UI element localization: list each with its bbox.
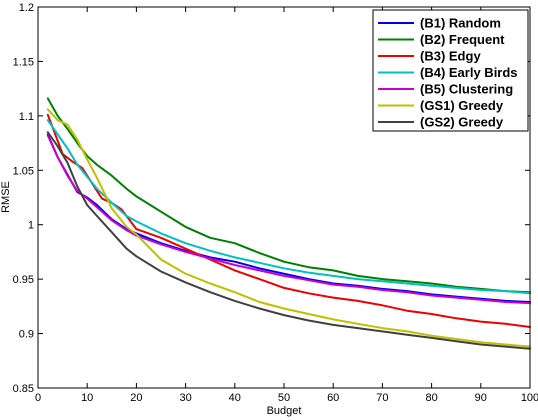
legend-items: (B1) Random(B2) Frequent (B3) Edgy(B4) Ea…: [378, 16, 518, 130]
legend-label-4: (B4) Early Birds: [420, 65, 518, 80]
series-line-6: [46, 108, 531, 348]
series-line-2: [46, 97, 531, 294]
x-tick-label: 90: [475, 392, 487, 404]
x-tick-label: 40: [229, 392, 241, 404]
x-tick-label: 50: [278, 392, 290, 404]
legend-label-6: (GS1) Greedy: [420, 98, 504, 113]
legend-box: [372, 9, 529, 132]
y-tick-label: 0.9: [19, 329, 34, 341]
x-tick-label: 80: [425, 392, 437, 404]
x-axis-title: Budget: [267, 405, 302, 417]
y-tick-label: 1.15: [13, 56, 34, 68]
y-tick-label: 0.95: [13, 274, 34, 286]
tick-layer: 0 10 20 30 40 50 60 70 80 90 100 0.85 0.9 0.95 1 1.05 1.…: [13, 2, 538, 404]
x-tick-label: 60: [327, 392, 339, 404]
y-tick-label: 1.1: [19, 111, 34, 123]
legend-label-2: (B2) Frequent: [420, 32, 505, 47]
legend-label-1: (B1) Random: [420, 16, 501, 31]
x-tick-label: 10: [81, 392, 93, 404]
x-tick-label: 20: [130, 392, 142, 404]
legend: (B1) Random(B2) Frequent (B3) Edgy(B4) Ea…: [372, 9, 529, 132]
y-axis-title: RMSE: [0, 181, 12, 213]
legend-label-7: (GS2) Greedy: [420, 115, 504, 130]
series-line-3: [46, 113, 531, 328]
legend-label-5: (B5) Clustering: [420, 82, 513, 97]
x-tick-label: 70: [376, 392, 388, 404]
y-tick-label: 0.85: [13, 383, 34, 395]
y-tick-label: 1: [28, 220, 34, 232]
x-tick-label: 100: [521, 392, 538, 404]
y-tick-label: 1.05: [13, 165, 34, 177]
series-line-4: [46, 119, 531, 295]
series-line-5: [46, 134, 531, 305]
legend-label-3: (B3) Edgy: [420, 49, 481, 64]
x-tick-label: 0: [35, 392, 41, 404]
series-layer: [46, 97, 531, 350]
series-line-7: [46, 131, 531, 350]
y-tick-label: 1.2: [19, 2, 34, 14]
x-tick-label: 30: [179, 392, 191, 404]
